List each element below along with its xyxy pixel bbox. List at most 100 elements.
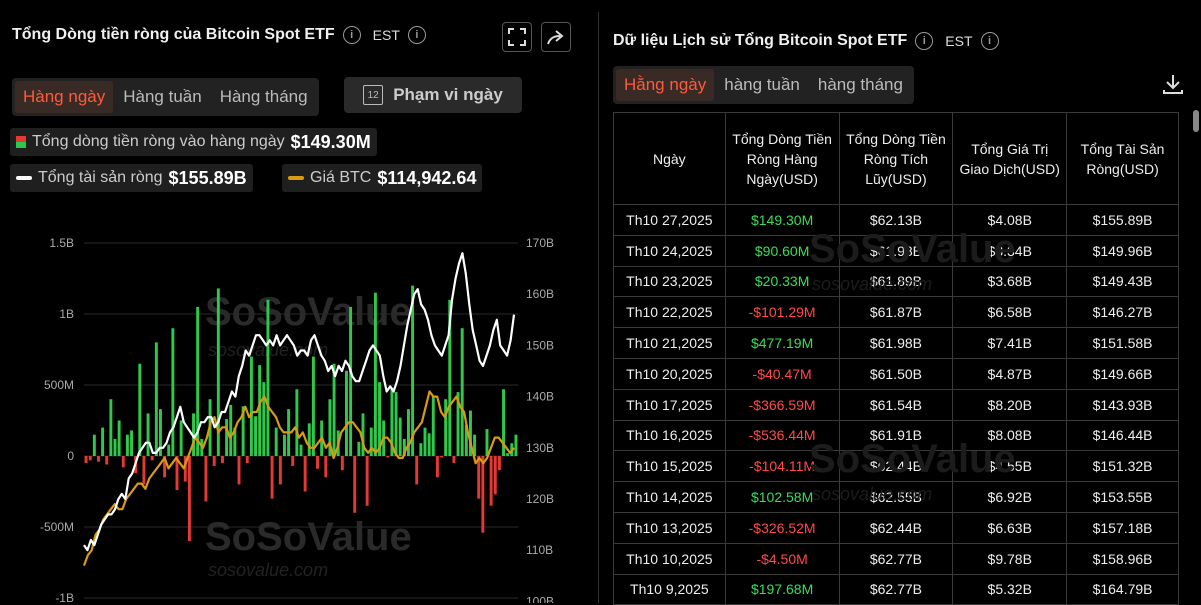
legend-assets: Tổng tài sản ròng $155.89B bbox=[10, 164, 253, 192]
cell-daily-inflow: -$104.11M bbox=[724, 450, 840, 483]
inflow-bar bbox=[274, 427, 278, 456]
download-icon[interactable] bbox=[1161, 72, 1185, 101]
inflow-bar bbox=[386, 456, 390, 458]
cell-cumulative: $61.98B bbox=[838, 234, 954, 267]
cell-cumulative: $62.55B bbox=[838, 481, 954, 513]
inflow-bar bbox=[299, 444, 303, 456]
chart-period-tabs: Hàng ngày Hàng tuần Hàng tháng bbox=[12, 78, 319, 116]
cell-cumulative: $62.44B bbox=[838, 511, 954, 544]
table-row: Th10 14,2025 $102.58M $62.55B $6.92B $153.55… bbox=[613, 481, 1179, 513]
history-title-row: Dữ liệu Lịch sử Tổng Bitcoin Spot ETF i … bbox=[613, 32, 999, 50]
inflow-bar bbox=[117, 420, 121, 456]
cell-value-traded: $6.63B bbox=[952, 511, 1068, 544]
inflow-bar bbox=[332, 363, 336, 456]
history-info-icon[interactable]: i bbox=[915, 32, 934, 50]
col-header-daily-inflow[interactable]: Tổng Dòng Tiền Ròng Hàng Ngày(USD) bbox=[724, 112, 840, 205]
inflow-bar bbox=[373, 292, 377, 456]
table-row: Th10 22,2025 -$101.29M $61.87B $6.58B $146.2… bbox=[613, 296, 1179, 329]
inflow-bar bbox=[415, 456, 419, 485]
inflow-bar bbox=[435, 456, 439, 478]
inflow-bar bbox=[262, 382, 266, 456]
inflow-bar bbox=[163, 456, 167, 478]
col-header-value-traded[interactable]: Tổng Giá Trị Giao Dịch(USD) bbox=[952, 112, 1068, 205]
legend-inflow: Tổng dòng tiền ròng vào hàng ngày $149.3… bbox=[10, 128, 377, 156]
date-range-button[interactable]: 12 Phạm vi ngày bbox=[344, 77, 522, 113]
btc-price-line bbox=[82, 390, 515, 566]
cell-value-traded: $8.08B bbox=[952, 419, 1068, 452]
inflow-bar bbox=[493, 456, 497, 495]
inflow-bar bbox=[109, 399, 113, 456]
assets-legend-icon bbox=[16, 176, 32, 180]
cell-date: Th10 17,2025 bbox=[613, 388, 726, 421]
watermark-sub-2: sosovalue.com bbox=[208, 560, 329, 580]
inflow-bar bbox=[477, 456, 481, 499]
cell-date: Th10 21,2025 bbox=[613, 327, 726, 359]
inflow-bar bbox=[328, 399, 332, 456]
info-icon[interactable]: i bbox=[342, 26, 361, 44]
inflow-bar bbox=[130, 430, 133, 456]
inflow-bar bbox=[440, 456, 443, 458]
cell-value-traded: $9.78B bbox=[952, 542, 1068, 575]
right-axis-tick: 150B bbox=[526, 338, 554, 352]
inflow-bar bbox=[431, 396, 435, 456]
tab-history-monthly[interactable]: hàng tháng bbox=[817, 75, 903, 94]
inflow-bar bbox=[105, 456, 109, 465]
cell-value-traded: $4.87B bbox=[952, 357, 1068, 390]
col-header-date[interactable]: Ngày bbox=[613, 112, 726, 205]
inflow-bar bbox=[448, 299, 452, 456]
tab-monthly[interactable]: Hàng tháng bbox=[219, 87, 308, 106]
inflow-bar bbox=[225, 419, 229, 456]
inflow-legend-icon bbox=[16, 136, 26, 148]
inflow-chart: 1.5B 1B 500M 0 -500M -1B 170B 160B 150B 140B 130B 1… bbox=[40, 236, 554, 603]
history-table: Ngày Tổng Dòng Tiền Ròng Hàng Ngày(USD) … bbox=[613, 112, 1179, 605]
inflow-bar bbox=[167, 444, 171, 456]
history-timezone-label: EST bbox=[945, 33, 973, 49]
cell-net-assets: $149.96B bbox=[1066, 234, 1179, 267]
right-axis-tick: 110B bbox=[526, 543, 553, 557]
inflow-bar bbox=[138, 363, 142, 456]
tab-history-weekly[interactable]: hàng tuần bbox=[724, 75, 800, 94]
col-header-cumulative[interactable]: Tổng Dòng Tiền Ròng Tích Lũy(USD) bbox=[838, 112, 954, 205]
inflow-bar bbox=[88, 456, 92, 461]
cell-date: Th10 9,2025 bbox=[613, 573, 726, 605]
cell-net-assets: $164.79B bbox=[1066, 573, 1179, 605]
inflow-bar bbox=[460, 328, 464, 456]
cell-date: Th10 24,2025 bbox=[613, 234, 726, 267]
cell-net-assets: $149.66B bbox=[1066, 357, 1179, 390]
inflow-bar bbox=[427, 433, 431, 456]
history-timezone-info-icon[interactable]: i bbox=[980, 32, 999, 50]
legend-btc: Giá BTC $114,942.64 bbox=[282, 164, 483, 192]
table-scrollbar[interactable] bbox=[1193, 110, 1199, 132]
inflow-bar bbox=[411, 285, 415, 456]
cell-cumulative: $61.98B bbox=[838, 327, 954, 359]
tab-daily[interactable]: Hàng ngày bbox=[15, 81, 114, 113]
left-axis-tick: 500M bbox=[44, 378, 74, 392]
tab-history-daily[interactable]: Hằng ngày bbox=[616, 69, 715, 101]
inflow-bar bbox=[311, 356, 315, 456]
inflow-bar bbox=[216, 288, 220, 456]
inflow-bar bbox=[175, 456, 179, 491]
btc-legend-value: $114,942.64 bbox=[377, 167, 477, 188]
col-header-net-assets[interactable]: Tổng Tài Sản Ròng(USD) bbox=[1066, 112, 1179, 205]
inflow-bar bbox=[283, 434, 286, 456]
timezone-info-icon[interactable]: i bbox=[407, 26, 426, 44]
tab-weekly[interactable]: Hàng tuần bbox=[123, 87, 202, 106]
cell-net-assets: $143.93B bbox=[1066, 388, 1179, 421]
inflow-bar bbox=[345, 370, 348, 456]
inflow-bar bbox=[245, 456, 249, 464]
right-axis-tick: 130B bbox=[526, 441, 554, 455]
cell-cumulative: $61.50B bbox=[838, 357, 954, 390]
inflow-bar bbox=[249, 356, 253, 456]
table-watermark-2: SoSoValue bbox=[809, 437, 1016, 481]
btc-legend-icon bbox=[288, 176, 304, 180]
cell-date: Th10 10,2025 bbox=[613, 542, 726, 575]
fullscreen-icon[interactable] bbox=[502, 22, 532, 52]
inflow-bar bbox=[233, 427, 237, 456]
table-row: Th10 17,2025 -$366.59M $61.54B $8.20B $143.9… bbox=[613, 388, 1179, 421]
share-icon[interactable] bbox=[541, 22, 571, 52]
inflow-bar bbox=[241, 406, 245, 456]
inflow-bar bbox=[84, 456, 88, 464]
inflow-bar bbox=[497, 456, 501, 471]
inflow-bar bbox=[394, 392, 398, 456]
table-row: Th10 10,2025 -$4.50M $62.77B $9.78B $158.96B bbox=[613, 542, 1179, 575]
